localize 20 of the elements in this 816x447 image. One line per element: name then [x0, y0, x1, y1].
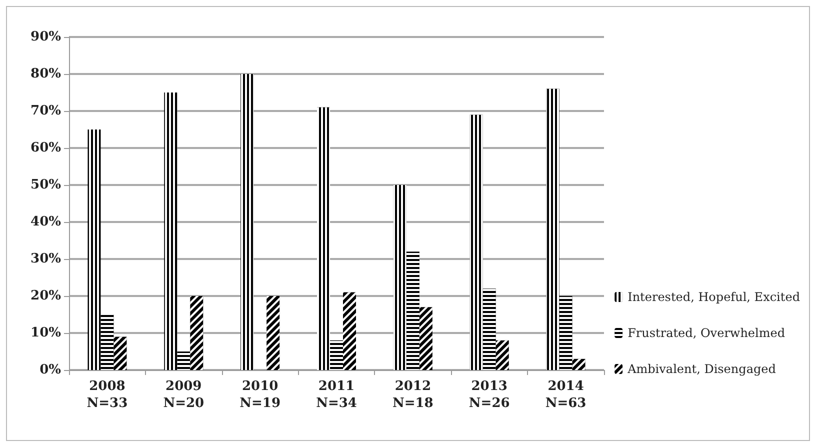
y-tick-label: 80%: [30, 66, 62, 82]
y-tick-label: 50%: [30, 178, 62, 192]
y-tick-label: 40%: [30, 214, 62, 230]
y-tick-label: 0%: [40, 362, 62, 378]
y-tick-label: 10%: [30, 326, 62, 340]
legend-label: Interested, Hopeful, Excited: [628, 290, 800, 304]
x-tick-label: 2009 N=20: [163, 379, 204, 411]
y-tick-label: 30%: [30, 252, 62, 266]
y-tick-label: 90%: [30, 30, 62, 44]
y-tick-label: 60%: [30, 140, 62, 156]
x-tick-label: 2008 N=33: [86, 379, 128, 411]
x-tick-label: 2012 N=18: [392, 379, 434, 411]
x-tick-label: 2013 N=26: [468, 379, 510, 411]
y-tick-label: 70%: [30, 104, 62, 118]
x-tick-label: 2010 N=19: [240, 379, 281, 411]
legend-label: Frustrated, Overwhelmed: [628, 326, 786, 340]
x-tick-label: 2014 N=63: [545, 379, 586, 411]
legend-label: Ambivalent, Disengaged: [626, 362, 776, 376]
y-tick-label: 20%: [30, 288, 62, 304]
x-tick-label: 2011 N=34: [316, 379, 357, 411]
